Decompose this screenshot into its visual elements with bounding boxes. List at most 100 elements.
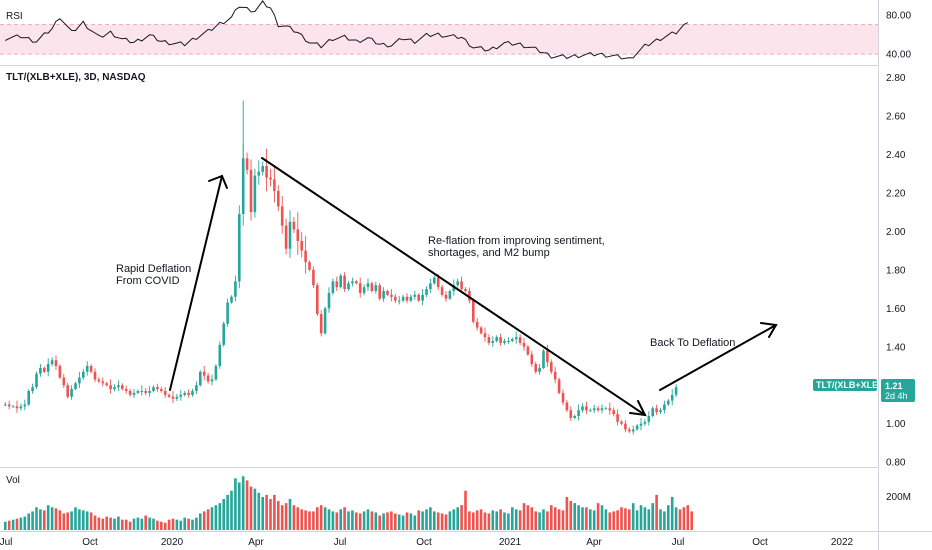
volume-bar xyxy=(269,499,272,530)
deflation-arrowhead xyxy=(760,322,778,338)
candle-body xyxy=(663,404,666,411)
volume-bar xyxy=(206,509,210,530)
reflation-arrowhead xyxy=(629,400,647,417)
volume-bar xyxy=(85,511,89,530)
volume-bar xyxy=(499,509,502,530)
volume-bar xyxy=(331,511,335,530)
volume-bar xyxy=(429,507,432,530)
candle-body xyxy=(15,406,19,409)
candle-body xyxy=(316,285,319,315)
volume-bar xyxy=(436,512,440,530)
candle-body xyxy=(89,366,93,372)
volume-bar xyxy=(140,518,144,530)
volume-bar xyxy=(199,513,202,530)
candle-body xyxy=(464,289,467,291)
price-tag-bg xyxy=(881,379,915,402)
volume-bar xyxy=(238,482,241,530)
volume-bar xyxy=(11,519,15,530)
annotation-arrows xyxy=(169,157,778,417)
volume-bar xyxy=(66,512,69,530)
candle-body xyxy=(23,404,27,407)
candle-body xyxy=(308,262,311,270)
candle-body xyxy=(105,383,108,386)
candle-body xyxy=(11,406,15,408)
candle-body xyxy=(643,421,647,424)
volume-bar xyxy=(468,511,471,530)
volume-bar xyxy=(171,518,175,530)
volume-bar xyxy=(440,513,444,530)
volume-bar xyxy=(319,505,323,530)
volume-bar xyxy=(382,513,385,530)
candle-body xyxy=(70,389,73,397)
volume-bar xyxy=(4,521,7,530)
candle-body xyxy=(561,392,565,403)
candle-body xyxy=(659,410,662,413)
candle-body xyxy=(156,387,159,390)
candle-body xyxy=(585,406,588,411)
candle-body xyxy=(468,291,471,301)
time-tick-label: Apr xyxy=(248,537,264,548)
volume-bar xyxy=(479,509,483,530)
volume-bar xyxy=(101,518,105,530)
candle-body xyxy=(257,171,261,176)
candle-body xyxy=(557,379,561,393)
volume-bar xyxy=(616,510,619,530)
candle-body xyxy=(62,377,66,386)
volume-bar xyxy=(249,486,253,530)
last-price-tag[interactable]: TLT/(XLB+XLE) 1.21 2d 4h xyxy=(813,379,915,402)
candle-body xyxy=(241,158,245,215)
rsi-label: RSI xyxy=(6,11,23,22)
candle-body xyxy=(261,166,264,172)
volume-bar xyxy=(651,503,654,530)
price-axis-area[interactable] xyxy=(878,0,932,550)
candle-body xyxy=(31,387,34,391)
candle-body xyxy=(456,281,459,286)
candle-body xyxy=(604,408,608,410)
volume-bar xyxy=(35,507,38,530)
volume-bar xyxy=(121,519,124,530)
time-tick-label: Jul xyxy=(0,537,12,548)
volume-bar xyxy=(397,514,401,530)
volume-bar xyxy=(234,478,237,530)
candle-body xyxy=(628,429,631,432)
volume-bar xyxy=(210,507,214,530)
candle-body xyxy=(124,389,128,391)
candle-body xyxy=(85,366,89,372)
volume-bar xyxy=(472,512,475,530)
candle-body xyxy=(58,366,62,378)
volume-bar xyxy=(647,509,651,530)
candle-body xyxy=(234,281,237,297)
volume-bars xyxy=(4,476,693,530)
volume-bar xyxy=(600,505,604,530)
volume-bar xyxy=(659,509,662,530)
candle-body xyxy=(534,364,537,372)
covid-arrow xyxy=(169,175,223,391)
candle-body xyxy=(378,285,381,299)
price-pane[interactable] xyxy=(0,66,878,466)
candle-body xyxy=(436,277,440,288)
candle-body xyxy=(238,214,241,282)
volume-bar xyxy=(343,507,346,530)
volume-bar xyxy=(50,507,54,530)
volume-bar xyxy=(124,519,128,530)
volume-bar xyxy=(592,510,596,530)
candle-body xyxy=(109,385,112,390)
candle-body xyxy=(511,339,514,341)
time-axis-area[interactable] xyxy=(0,532,878,550)
candle-body xyxy=(452,285,456,291)
candle-body xyxy=(230,296,233,303)
candle-body xyxy=(50,360,54,365)
candle-body xyxy=(19,406,23,409)
candle-body xyxy=(273,179,276,191)
volume-bar xyxy=(577,505,580,530)
candle-body xyxy=(444,294,448,299)
candle-body xyxy=(93,371,97,380)
candle-body xyxy=(136,391,140,393)
volume-bar xyxy=(569,501,573,530)
candle-body xyxy=(479,327,483,334)
volume-bar xyxy=(339,509,342,530)
volume-bar xyxy=(526,505,530,530)
candle-body xyxy=(288,221,292,249)
volume-bar xyxy=(82,510,85,530)
